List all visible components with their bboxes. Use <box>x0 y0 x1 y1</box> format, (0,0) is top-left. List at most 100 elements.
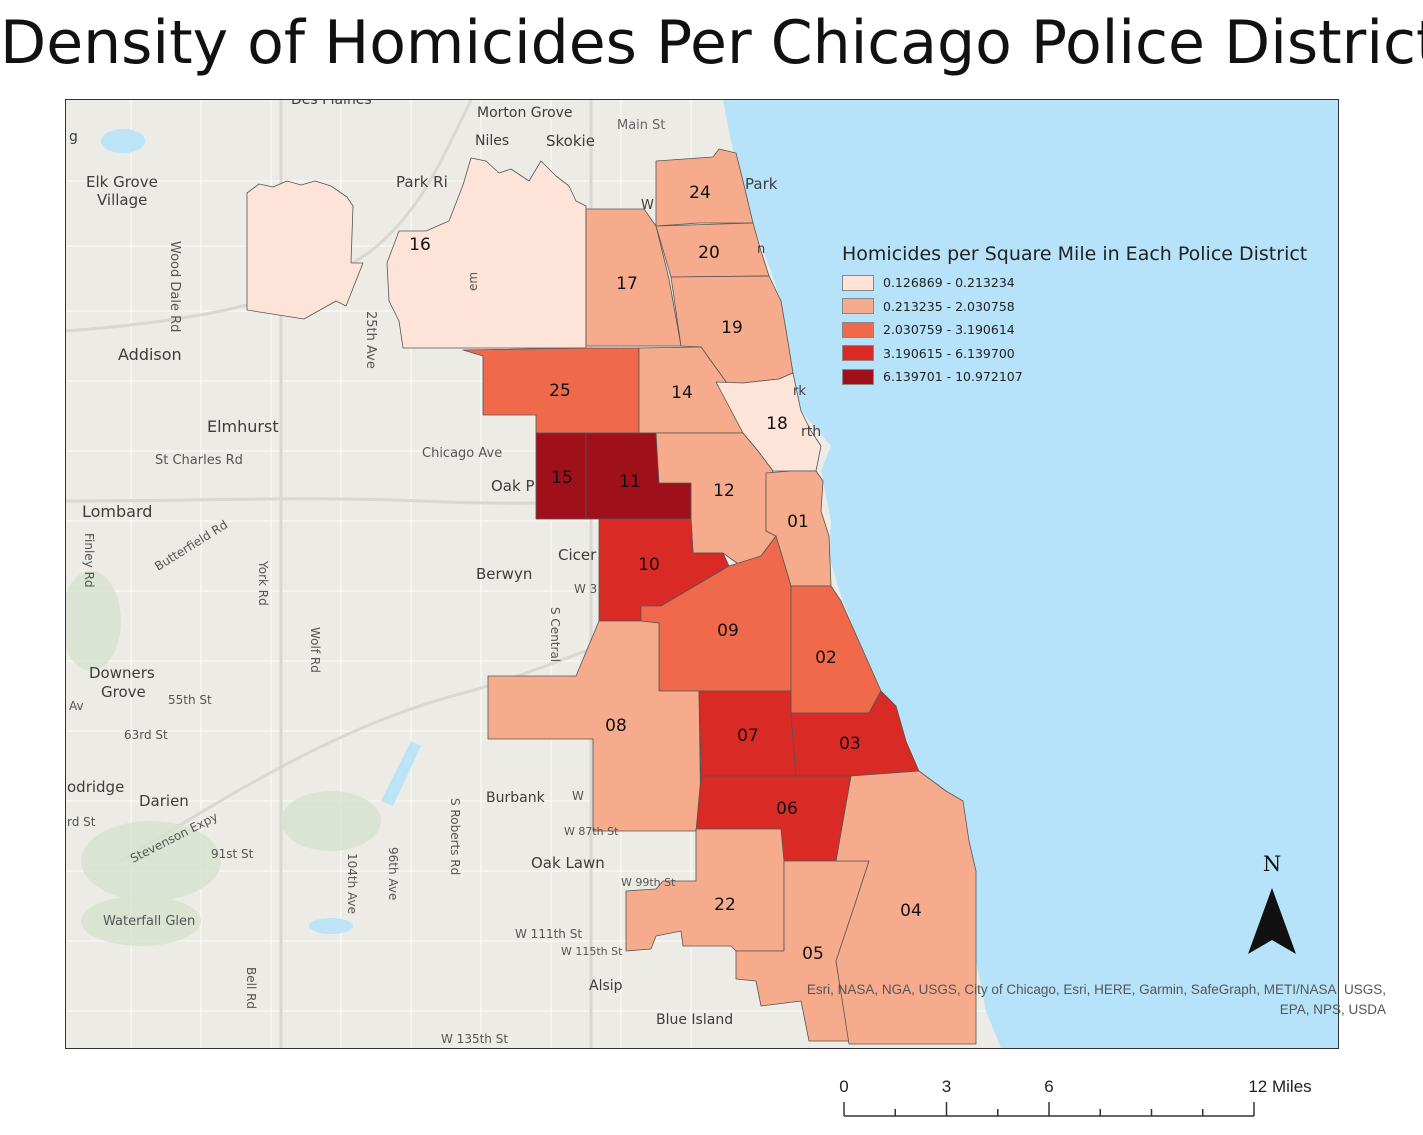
district-label-09: 09 <box>717 621 739 641</box>
label-oak-park: Oak P <box>491 477 535 495</box>
scale-label-3: 3 <box>941 1077 952 1096</box>
district-label-04: 04 <box>900 901 922 921</box>
label-bell: Bell Rd <box>244 967 258 1009</box>
scale-bar: 0 3 6 12 Miles <box>830 1075 1330 1135</box>
label-berwyn: Berwyn <box>476 565 532 583</box>
legend-label: 3.190615 - 6.139700 <box>883 345 1015 361</box>
map-canvas[interactable]: Des Plaines Morton Grove Main St Niles S… <box>66 100 1338 1048</box>
district-label-01: 01 <box>787 512 809 532</box>
label-blue-island: Blue Island <box>656 1012 733 1028</box>
district-label-15: 15 <box>551 468 573 488</box>
label-91st: 91st St <box>211 847 254 861</box>
scale-label-12: 12 Miles <box>1248 1077 1312 1096</box>
district-08[interactable] <box>487 620 702 832</box>
label-wood-dale: Wood Dale Rd <box>167 241 182 332</box>
district-04[interactable] <box>835 770 977 1045</box>
legend-item: 2.030759 - 3.190614 <box>842 318 1307 342</box>
district-label-17: 17 <box>616 274 638 294</box>
district-label-18: 18 <box>766 414 788 434</box>
label-g: g <box>69 129 78 145</box>
lake-michigan <box>723 100 1338 1048</box>
label-village: Village <box>97 191 147 209</box>
label-w3: W 3 <box>574 582 597 596</box>
label-downers: Downers <box>89 664 155 682</box>
label-chicago-ave: Chicago Ave <box>422 446 502 461</box>
district-16-west[interactable] <box>246 180 364 320</box>
label-st-charles: St Charles Rd <box>155 453 243 468</box>
label-park-ridge: Park Ri <box>396 173 448 191</box>
map-title: Density of Homicides Per Chicago Police … <box>0 8 1423 78</box>
legend-label: 0.213235 - 2.030758 <box>883 298 1015 314</box>
inland-water <box>101 129 421 934</box>
district-label-22: 22 <box>714 895 736 915</box>
label-63rd: 63rd St <box>124 728 168 742</box>
label-w99: W 99th St <box>621 876 676 889</box>
label-niles: Niles <box>475 133 509 149</box>
map-frame[interactable]: Des Plaines Morton Grove Main St Niles S… <box>65 99 1339 1049</box>
label-w87: W 87th St <box>564 825 619 838</box>
label-elk-grove: Elk Grove <box>86 173 158 191</box>
district-label-11: 11 <box>619 472 641 492</box>
label-elmhurst: Elmhurst <box>207 417 279 436</box>
label-55th: 55th St <box>168 693 212 707</box>
legend-label: 0.126869 - 0.213234 <box>883 275 1015 291</box>
label-rth: rth <box>801 424 821 440</box>
district-label-06: 06 <box>776 799 798 819</box>
label-w115: W 115th St <box>561 945 623 958</box>
label-w135: W 135th St <box>441 1032 508 1046</box>
scale-label-6: 6 <box>1044 1077 1054 1096</box>
label-waterfall: Waterfall Glen <box>103 914 195 929</box>
label-des-plaines: Des Plaines <box>291 100 372 108</box>
map-legend: Homicides per Square Mile in Each Police… <box>842 243 1307 389</box>
attribution-line-2: EPA, NPS, USDA <box>1279 1002 1386 1017</box>
district-label-10: 10 <box>638 555 660 575</box>
district-label-16: 16 <box>409 235 431 255</box>
district-01[interactable] <box>765 470 832 587</box>
label-rd-st: rd St <box>67 815 96 829</box>
label-wolf: Wolf Rd <box>308 627 322 673</box>
label-grove: Grove <box>101 683 146 701</box>
district-24[interactable] <box>655 148 754 227</box>
district-label-20: 20 <box>698 243 720 263</box>
label-main-st: Main St <box>617 118 666 133</box>
district-label-14: 14 <box>671 383 693 403</box>
label-w-small: W <box>572 789 584 803</box>
scale-label-0: 0 <box>839 1077 849 1096</box>
label-finley: Finley Rd <box>82 533 96 588</box>
label-oak-lawn: Oak Lawn <box>531 854 605 872</box>
district-label-08: 08 <box>605 716 627 736</box>
north-arrow-icon: N <box>1248 852 1296 954</box>
district-16-east[interactable] <box>386 157 587 349</box>
label-darien: Darien <box>139 792 189 810</box>
scale-bar-graphic <box>843 1102 1255 1117</box>
label-s-roberts: S Roberts Rd <box>448 798 462 875</box>
label-skokie: Skokie <box>546 132 595 150</box>
label-av: Av <box>69 699 84 713</box>
district-layer <box>246 148 977 1045</box>
district-17[interactable] <box>585 208 682 347</box>
legend-item: 0.213235 - 2.030758 <box>842 295 1307 319</box>
legend-swatch <box>842 321 874 338</box>
label-cicero: Cicer <box>558 546 597 564</box>
district-20[interactable] <box>655 222 770 278</box>
label-em: em <box>466 272 480 291</box>
label-morton-grove: Morton Grove <box>477 105 573 121</box>
label-addison: Addison <box>118 345 182 364</box>
legend-item: 0.126869 - 0.213234 <box>842 271 1307 295</box>
district-label-05: 05 <box>802 944 824 964</box>
label-104th: 104th Ave <box>345 853 359 914</box>
label-alsip: Alsip <box>589 978 623 994</box>
label-w111: W 111th St <box>515 927 582 941</box>
district-label-19: 19 <box>721 318 743 338</box>
label-w-frag: W <box>641 198 654 213</box>
label-woodridge: odridge <box>67 778 124 796</box>
label-burbank: Burbank <box>486 790 546 806</box>
legend-swatch <box>842 345 874 362</box>
label-n-frag: n <box>757 242 765 257</box>
district-labels: 16 17 24 20 19 25 14 18 15 11 12 01 10 0… <box>409 183 922 964</box>
label-lombard: Lombard <box>82 502 152 521</box>
label-rk: rk <box>793 384 806 399</box>
map-attribution: Esri, NASA, NGA, USGS, City of Chicago, … <box>807 980 1386 1020</box>
legend-title: Homicides per Square Mile in Each Police… <box>842 243 1308 265</box>
district-label-25: 25 <box>549 381 571 401</box>
